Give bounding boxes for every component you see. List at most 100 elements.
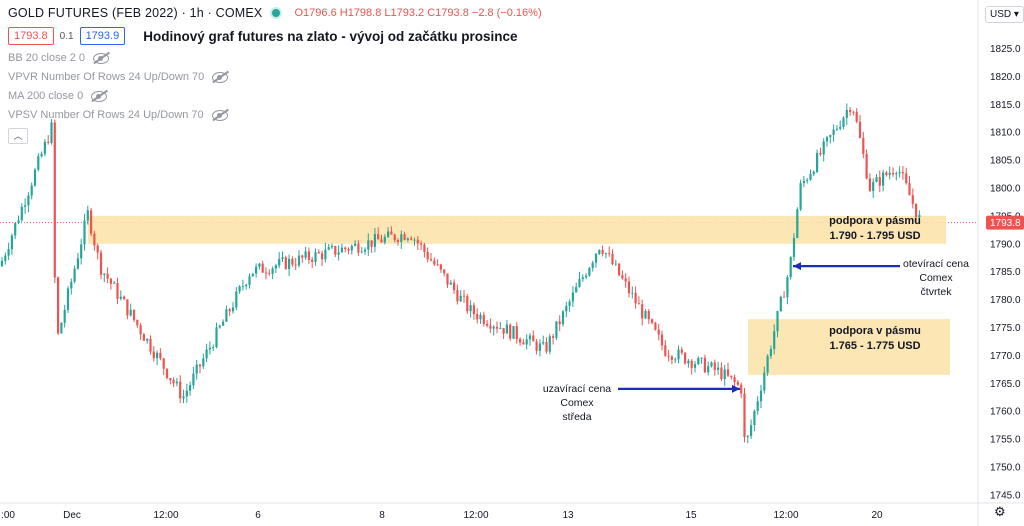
candle-body xyxy=(657,329,660,335)
indicator-ma[interactable]: MA 200 close 0 xyxy=(8,90,108,102)
close-line3: středa xyxy=(562,411,592,423)
candle-body xyxy=(819,152,822,155)
candle-body xyxy=(842,117,845,127)
currency-selector[interactable]: USD ▾ xyxy=(985,6,1024,23)
candle-body xyxy=(875,177,878,182)
sell-price-button[interactable]: 1793.8 xyxy=(8,27,54,45)
candle-body xyxy=(284,257,287,269)
candle-body xyxy=(878,177,881,186)
eye-off-icon[interactable] xyxy=(91,90,108,102)
candle-body xyxy=(116,282,119,299)
candle-body xyxy=(637,303,640,305)
y-tick-label: 1770.0 xyxy=(990,351,1021,362)
candle-body xyxy=(27,195,30,206)
candle-body xyxy=(505,324,508,334)
candle-body xyxy=(231,307,235,312)
candle-body xyxy=(146,338,149,341)
candle-body xyxy=(700,357,703,359)
candle-body xyxy=(152,351,155,359)
candle-body xyxy=(271,268,274,274)
candle-body xyxy=(581,277,584,280)
candle-body xyxy=(773,331,776,350)
chevron-up-icon[interactable]: ︿ xyxy=(8,128,28,144)
y-tick-label: 1785.0 xyxy=(990,267,1021,278)
candle-body xyxy=(449,282,452,285)
candle-body xyxy=(476,314,479,320)
candle-body xyxy=(175,381,178,384)
candle-body xyxy=(436,264,439,266)
candle-body xyxy=(456,290,459,302)
candle-body xyxy=(423,244,426,252)
candle-body xyxy=(413,239,416,241)
candle-body xyxy=(126,299,129,316)
candle-body xyxy=(340,247,343,253)
symbol-label[interactable]: GOLD FUTURES (FEB 2022) · 1h · COMEX xyxy=(8,6,263,20)
open-value: O1796.6 xyxy=(294,7,337,19)
candle-body xyxy=(113,282,116,284)
candle-body xyxy=(14,223,17,236)
candle-body xyxy=(205,349,208,359)
candle-body xyxy=(779,296,782,312)
candle-body xyxy=(330,246,334,248)
candle-body xyxy=(697,357,700,365)
candle-body xyxy=(776,311,779,332)
candle-body xyxy=(390,231,393,235)
support2-line2: 1.765 - 1.775 USD xyxy=(829,340,921,352)
eye-off-icon[interactable] xyxy=(212,71,229,83)
candle-body xyxy=(512,326,515,339)
candle-body xyxy=(548,336,551,352)
candle-body xyxy=(730,375,733,378)
candle-body xyxy=(50,122,53,143)
candle-body xyxy=(370,240,373,247)
candle-body xyxy=(519,339,522,343)
support1-line1: podpora v pásmu xyxy=(829,215,921,227)
y-tick-label: 1755.0 xyxy=(990,435,1021,446)
x-tick-label: 12:00 xyxy=(153,510,178,521)
candle-body xyxy=(429,259,433,261)
candle-body xyxy=(400,234,403,242)
candle-body xyxy=(317,252,320,254)
candle-body xyxy=(393,234,396,241)
candle-body xyxy=(618,263,621,276)
candle-body xyxy=(129,309,132,316)
open-line3: čtvrtek xyxy=(920,286,952,298)
close-annotation: uzavírací cena Comex středa xyxy=(537,382,617,424)
buy-price-button[interactable]: 1793.9 xyxy=(79,27,126,45)
candle-body xyxy=(172,380,175,384)
eye-off-icon[interactable] xyxy=(211,109,228,121)
candle-body xyxy=(489,325,492,329)
candle-body xyxy=(911,195,914,204)
candle-body xyxy=(789,256,792,278)
candle-body xyxy=(895,173,898,175)
candle-body xyxy=(202,358,205,367)
candle-body xyxy=(420,243,423,245)
candle-body xyxy=(251,273,254,277)
x-tick-label: :00 xyxy=(1,510,15,521)
candle-body xyxy=(136,319,139,326)
eye-off-icon[interactable] xyxy=(93,52,110,64)
candle-body xyxy=(459,295,462,302)
low-value: L1793.2 xyxy=(384,7,425,19)
candle-body xyxy=(367,240,370,250)
candle-body xyxy=(759,390,763,402)
candle-body xyxy=(849,109,852,112)
support2-line1: podpora v pásmu xyxy=(829,325,921,337)
candle-body xyxy=(611,253,614,265)
x-tick-label: 13 xyxy=(562,510,574,521)
indicator-bb[interactable]: BB 20 close 2 0 xyxy=(8,52,110,64)
candle-body xyxy=(208,347,211,350)
candle-body xyxy=(410,238,413,240)
candle-body xyxy=(568,301,571,306)
candle-body xyxy=(634,292,637,304)
candle-body xyxy=(350,245,353,251)
indicator-vpsv[interactable]: VPSV Number Of Rows 24 Up/Down 70 xyxy=(8,109,228,121)
candle-body xyxy=(538,343,541,351)
candle-body xyxy=(86,210,89,221)
x-tick-label: Dec xyxy=(63,510,81,521)
candle-body xyxy=(915,203,918,218)
candle-body xyxy=(57,277,60,334)
candle-body xyxy=(858,121,862,138)
indicator-vpvr[interactable]: VPVR Number Of Rows 24 Up/Down 70 xyxy=(8,71,229,83)
gear-icon[interactable]: ⚙ xyxy=(994,504,1006,519)
